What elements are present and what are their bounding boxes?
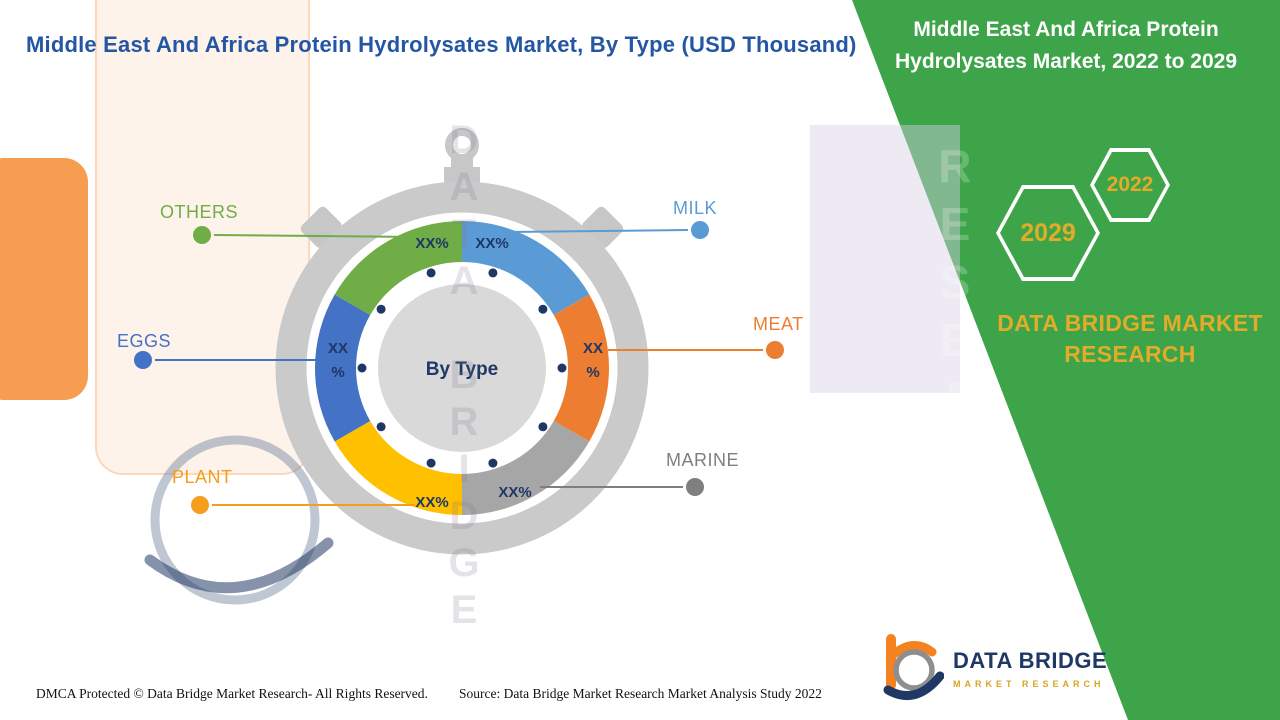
segment-name-label-milk: MILK xyxy=(673,198,717,218)
segment-value-label-marine: XX% xyxy=(498,484,531,501)
footer-dmca-text: DMCA Protected © Data Bridge Market Rese… xyxy=(36,686,428,701)
chart-inner-disc xyxy=(378,284,546,452)
label-dot-milk xyxy=(691,221,709,239)
stopwatch-crown-ring xyxy=(445,128,479,162)
chart-tick-dot xyxy=(376,422,386,432)
logo-text: DATA BRIDGE MARKET RESEARCH xyxy=(953,648,1107,689)
segment-value-label-milk: XX% xyxy=(475,235,508,252)
chart-segment-plant xyxy=(334,421,462,515)
stopwatch-crown-neck xyxy=(451,156,473,170)
chart-tick-dot xyxy=(488,458,498,468)
hexagon-year-right: 2022 xyxy=(1106,173,1154,196)
segment-name-label-marine: MARINE xyxy=(666,450,739,470)
chart-segment-marine xyxy=(462,421,590,515)
page-title: Middle East And Africa Protein Hydrolysa… xyxy=(26,32,857,57)
chart-segment-others xyxy=(334,221,462,315)
label-dot-eggs xyxy=(134,351,152,369)
segment-name-label-eggs: EGGS xyxy=(117,331,171,351)
brand-name-line1: DATA BRIDGE MARKET xyxy=(997,310,1263,336)
segment-value-label-plant: XX% xyxy=(415,494,448,511)
label-dot-plant xyxy=(191,496,209,514)
chart-tick-dot xyxy=(557,363,567,373)
segment-value-label-eggs: XX xyxy=(328,340,348,357)
bg-logo-circle-decoration xyxy=(144,435,334,605)
chart-segment-eggs xyxy=(315,294,371,442)
label-leader-line-milk xyxy=(504,229,689,233)
chart-segment-meat xyxy=(553,294,609,442)
banner-title-line1: Middle East And Africa Protein xyxy=(913,18,1219,41)
segment-value-percent-eggs: % xyxy=(331,364,344,381)
chart-tick-dot xyxy=(538,422,548,432)
stopwatch-crown-base xyxy=(444,167,480,183)
label-dot-others xyxy=(193,226,211,244)
logo-title: DATA BRIDGE xyxy=(953,647,1108,673)
bg-logo-stem-decoration xyxy=(0,158,88,400)
chart-tick-dot xyxy=(426,268,436,278)
segment-value-label-others: XX% xyxy=(415,235,448,252)
segment-name-label-plant: PLANT xyxy=(172,467,233,487)
chart-tick-dot xyxy=(376,304,386,314)
segment-value-label-meat: XX xyxy=(583,340,603,357)
company-logo: DATA BRIDGE MARKET RESEARCH xyxy=(878,628,1107,708)
chart-tick-dot xyxy=(357,363,367,373)
banner-title: Middle East And Africa Protein Hydrolysa… xyxy=(858,14,1274,77)
footer-source-text: Source: Data Bridge Market Research Mark… xyxy=(459,686,822,701)
chart-tick-dot xyxy=(426,458,436,468)
banner-title-line2: Hydrolysates Market, 2022 to 2029 xyxy=(894,49,1238,73)
label-leader-line-others xyxy=(213,234,416,238)
stopwatch-donut-chart: By Type MILK XX% MEAT XX% MARINE XX% PLANT XX% EG… xyxy=(117,128,804,555)
segment-value-percent-meat: % xyxy=(586,364,599,381)
hexagon-year-left: 2029 xyxy=(1020,218,1076,247)
segment-name-label-meat: MEAT xyxy=(753,314,804,334)
label-dot-marine xyxy=(686,478,704,496)
logo-subtitle: MARKET RESEARCH xyxy=(953,678,1105,689)
segment-name-label-others: OTHERS xyxy=(160,202,238,222)
chart-segment-milk xyxy=(462,221,590,315)
brand-name: DATA BRIDGE MARKET RESEARCH xyxy=(990,308,1270,370)
hexagon-badge-2022: 2022 xyxy=(1090,148,1170,222)
logo-b-icon xyxy=(883,634,944,701)
brand-name-line2: RESEARCH xyxy=(1064,341,1196,368)
chart-tick-dot xyxy=(488,268,498,278)
chart-tick-dot xyxy=(538,304,548,314)
chart-center-label: By Type xyxy=(426,359,499,380)
label-dot-meat xyxy=(766,341,784,359)
